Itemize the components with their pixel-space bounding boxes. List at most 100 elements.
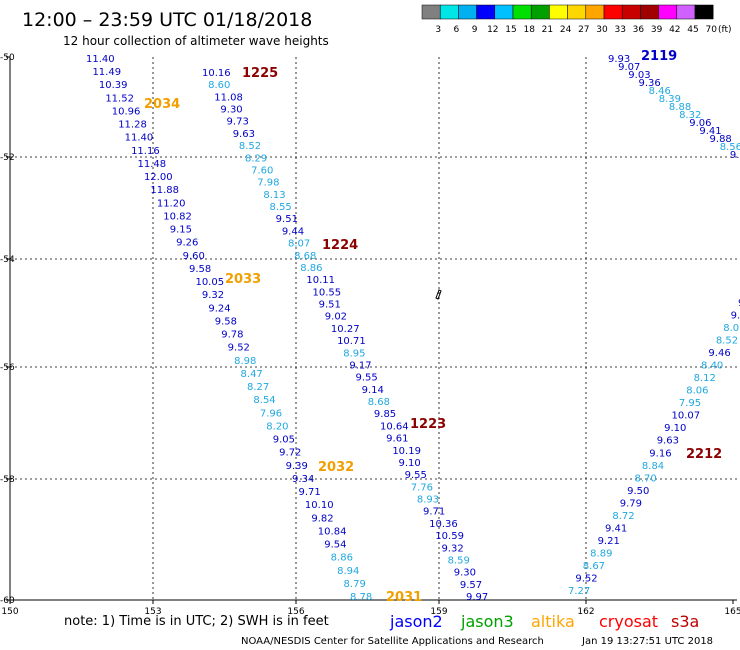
wave-height-value: 10.55	[313, 287, 342, 298]
wave-height-value: 10.82	[163, 211, 192, 222]
wave-height-value: 9.34	[292, 474, 314, 485]
colorbar-unit: (ft)	[718, 25, 732, 35]
latitude-label: -54	[0, 255, 15, 265]
wave-height-value: 9.72	[279, 448, 301, 459]
wave-height-value: 11.28	[118, 120, 147, 131]
wave-height-value: 7.96	[260, 408, 282, 419]
wave-height-value: 9.	[731, 311, 740, 322]
wave-height-value: 10.07	[671, 411, 700, 422]
colorbar-swatch	[676, 4, 696, 20]
wave-height-value: 10.36	[429, 519, 458, 530]
track-a: 11.40 11.49 10.39 11.52 10.96 11.28 11.40 11.16…	[86, 54, 422, 605]
wave-height-value: 11.08	[214, 92, 243, 103]
wave-height-value: 9.15	[170, 225, 192, 236]
colorbar-swatch	[621, 4, 641, 20]
wave-height-value: 9.71	[423, 507, 445, 518]
colorbar-swatch	[658, 4, 678, 20]
wave-height-value: 9.44	[282, 226, 304, 237]
wave-height-value: 9.58	[189, 264, 211, 275]
wave-height-value: 10.19	[392, 446, 421, 457]
pass-time-label: 2033	[225, 272, 261, 287]
wave-height-value: 8.86	[300, 263, 322, 274]
wave-height-value: 10.16	[202, 68, 231, 79]
wave-height-value: 8.68	[368, 397, 390, 408]
wave-height-value: 8.89	[590, 548, 612, 559]
wave-height-value: 8.67	[583, 561, 605, 572]
wave-height-value: 10.39	[99, 80, 128, 91]
colorbar-swatch	[458, 4, 477, 20]
pass-time-label: 1224	[322, 238, 358, 253]
wave-height-value: 8.78	[350, 592, 372, 603]
wave-height-value: 9.10	[398, 458, 420, 469]
colorbar-tick: 42	[669, 25, 680, 35]
wave-height-value: 9.71	[298, 487, 320, 498]
latitude-label: -52	[0, 153, 15, 163]
wave-height-value: 9.51	[319, 300, 341, 311]
wave-height-value: 10.84	[318, 526, 347, 537]
altimeter-tracks: 11.40 11.49 10.39 11.52 10.96 11.28 11.40 11.16…	[86, 49, 740, 605]
colorbar-tick: 70	[705, 25, 717, 35]
wave-height-value: 8.46	[649, 86, 671, 97]
wave-height-value: 10.11	[306, 275, 335, 286]
wave-height-value: 9.54	[324, 540, 346, 551]
colorbar-tick: 30	[596, 25, 608, 35]
wave-height-value: 9.58	[215, 316, 237, 327]
wave-height-value: 9.30	[220, 105, 242, 116]
wave-height-value: 9.21	[598, 536, 620, 547]
map-frame	[9, 57, 737, 601]
colorbar-swatch	[549, 4, 568, 20]
latitude-label: -56	[0, 363, 15, 373]
wave-height-value: 10.71	[337, 336, 366, 347]
footer-note: note: 1) Time is in UTC; 2) SWH is in fe…	[64, 614, 329, 629]
pass-time-label: 2032	[318, 460, 354, 475]
wave-height-value: 8.47	[241, 369, 263, 380]
wave-height-value: 11.20	[157, 198, 186, 209]
wave-height-value: 9.14	[362, 385, 384, 396]
wave-height-value: 8.12	[694, 373, 716, 384]
wave-height-value: 8.59	[448, 555, 470, 566]
longitude-ticks: 150 153 156 159 162 165	[1, 600, 740, 617]
wave-height-value: 9.55	[405, 470, 427, 481]
wave-height-value: 8.93	[417, 495, 439, 506]
wave-height-value: 11.40	[86, 54, 115, 65]
latitude-label: -50	[0, 53, 15, 63]
wave-height-value: 8.29	[245, 153, 267, 164]
wave-height-value: 9.41	[605, 523, 627, 534]
wave-height-value: 8.52	[239, 141, 261, 152]
color-scale-legend: 3 6 9 12 15 18 21 24 27 30 33 36 39 42 45 70 (ft)	[421, 4, 732, 35]
wave-height-value: 9.06	[689, 118, 711, 129]
graticule	[10, 57, 737, 600]
wave-height-value: 9.	[738, 298, 740, 309]
wave-height-value: 10.10	[305, 500, 334, 511]
wave-height-value: 9.63	[233, 129, 255, 140]
colorbar-tick: 39	[651, 25, 663, 35]
wave-height-value: 10.64	[380, 421, 409, 432]
wave-height-value: 9.61	[386, 434, 408, 445]
latitude-ticks: -50 -52 -54 -56 -58 -60	[0, 53, 15, 606]
wave-height-value: 9.51	[276, 214, 298, 225]
wave-height-value: 9.50	[627, 486, 649, 497]
wave-height-value: 9.07	[618, 62, 640, 73]
wave-height-value: 9.36	[638, 78, 660, 89]
wave-height-value: 8.98	[234, 356, 256, 367]
pass-time-label: 2212	[686, 447, 722, 462]
colorbar-swatch	[694, 4, 714, 20]
wave-height-value: 9.24	[208, 303, 230, 314]
pass-time-label: 2031	[386, 590, 422, 605]
wave-height-value: 9.78	[221, 330, 243, 341]
wave-height-value: 10.59	[435, 531, 464, 542]
wave-height-value: 9.52	[228, 343, 250, 354]
wave-height-value: 9.16	[649, 448, 671, 459]
wave-height-value: 8.95	[343, 348, 365, 359]
wave-height-value: 9.63	[657, 436, 679, 447]
wave-height-value: 8.68	[294, 251, 316, 262]
wave-height-value: 9.30	[454, 568, 476, 579]
wave-height-value: 8.32	[679, 110, 701, 121]
footer-credit: NOAA/NESDIS Center for Satellite Applica…	[241, 636, 544, 647]
wave-height-value: 9.26	[176, 238, 198, 249]
colorbar-swatch	[494, 4, 514, 20]
wave-height-value: 10.27	[331, 324, 360, 335]
legend-entry-jason3: jason3	[460, 612, 514, 631]
wave-height-value: 9.52	[575, 573, 597, 584]
